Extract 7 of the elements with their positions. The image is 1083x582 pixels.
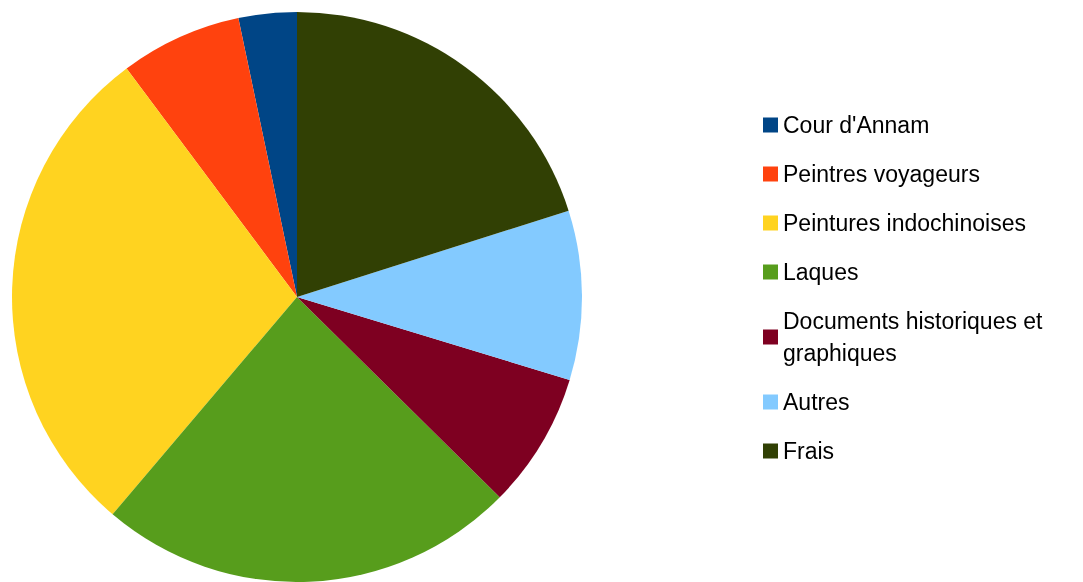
legend-label: Frais	[783, 438, 835, 464]
legend-label: Peintures indochinoises	[783, 210, 1026, 236]
legend-label: Autres	[783, 389, 850, 415]
legend-label: Peintres voyageurs	[783, 161, 980, 187]
legend-label: Laques	[783, 259, 859, 285]
legend-label: Documents historiques et graphiques	[783, 308, 1049, 366]
legend-label: Cour d'Annam	[783, 112, 930, 138]
